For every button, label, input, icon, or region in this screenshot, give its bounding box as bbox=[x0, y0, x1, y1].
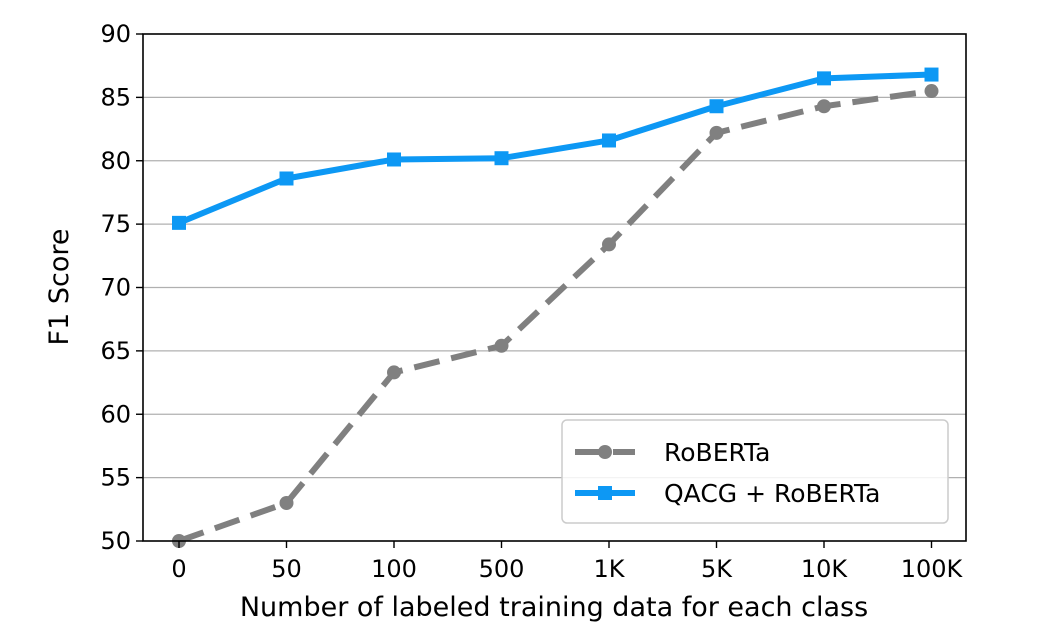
data-point bbox=[709, 125, 724, 140]
data-point bbox=[817, 99, 831, 114]
x-axis-title: Number of labeled training data for each… bbox=[240, 592, 868, 623]
y-tick-label: 80 bbox=[100, 147, 131, 175]
data-point bbox=[817, 71, 831, 86]
legend-box bbox=[561, 419, 949, 524]
x-tick-label: 50 bbox=[271, 555, 302, 583]
series-line-qacg-roberta bbox=[177, 71, 932, 226]
series-lines bbox=[172, 67, 939, 548]
y-tick-label: 90 bbox=[100, 20, 131, 48]
y-tick-label: 75 bbox=[100, 210, 131, 238]
data-point bbox=[494, 151, 509, 166]
data-point bbox=[602, 133, 616, 148]
legend-label: RoBERTa bbox=[664, 438, 771, 467]
x-tick-label: 5K bbox=[701, 555, 733, 583]
x-tick-label: 500 bbox=[479, 555, 525, 583]
y-axis-title: F1 Score bbox=[44, 229, 75, 346]
data-point bbox=[279, 495, 294, 510]
x-tick-label: 100 bbox=[371, 555, 417, 583]
y-tick-label: 70 bbox=[100, 274, 131, 302]
data-point bbox=[602, 237, 616, 252]
data-point bbox=[924, 84, 939, 99]
legend-marker bbox=[598, 445, 612, 459]
data-point bbox=[709, 99, 724, 114]
y-tick-label: 65 bbox=[100, 337, 131, 365]
y-tick-label: 60 bbox=[100, 400, 131, 428]
data-point bbox=[279, 171, 294, 186]
y-tick-label: 85 bbox=[100, 83, 131, 111]
y-axis-ticks: 50 55 60 65 70 75 80 85 90 bbox=[100, 20, 143, 555]
y-tick-label: 55 bbox=[100, 464, 131, 492]
y-tick-label: 50 bbox=[100, 527, 131, 555]
legend-marker bbox=[598, 486, 612, 500]
series-line-roberta bbox=[177, 88, 932, 544]
data-point bbox=[172, 215, 186, 230]
x-tick-label: 100K bbox=[901, 555, 964, 583]
x-tick-label: 0 bbox=[171, 555, 186, 583]
data-point bbox=[494, 338, 509, 353]
data-point bbox=[387, 365, 401, 380]
legend-label: QACG + RoBERTa bbox=[664, 479, 881, 508]
x-axis-ticks: 0 50 100 500 1K 5K 10K 100K bbox=[171, 541, 964, 583]
x-tick-label: 10K bbox=[801, 555, 849, 583]
legend: RoBERTa QACG + RoBERTa bbox=[561, 419, 949, 524]
data-point bbox=[387, 152, 401, 167]
grid-lines bbox=[143, 96, 966, 479]
x-tick-label: 1K bbox=[593, 555, 625, 583]
data-point bbox=[924, 67, 939, 82]
